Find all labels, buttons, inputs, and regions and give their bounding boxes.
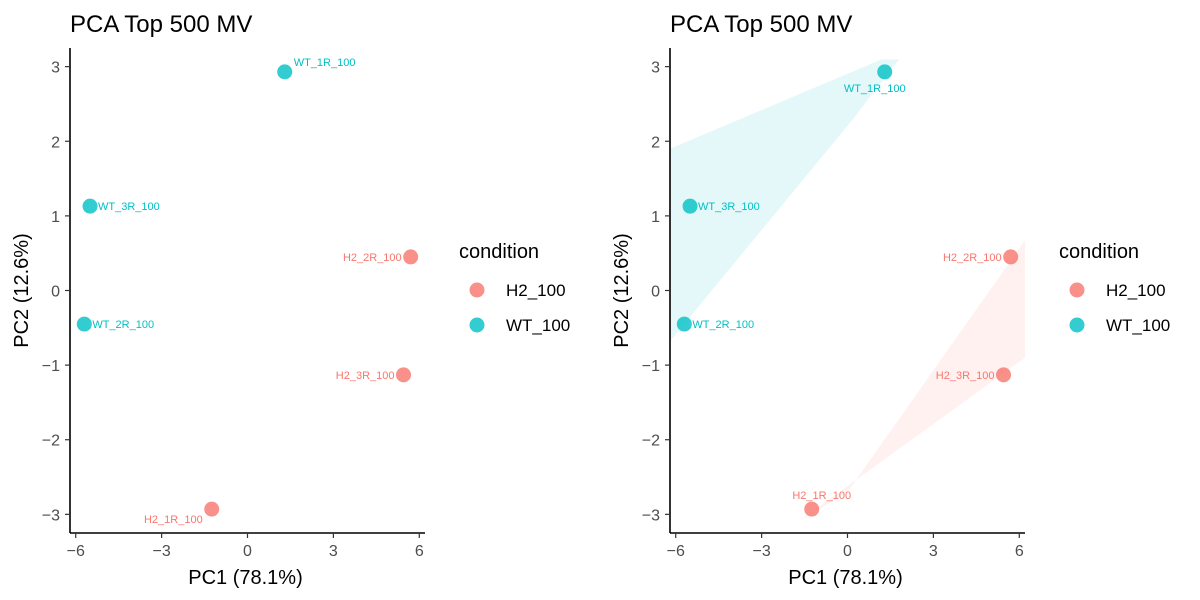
x-tick-label: −3 (752, 543, 770, 560)
y-tick-label: 0 (651, 284, 660, 301)
legend-title: condition (1059, 241, 1139, 263)
legend-key (1069, 317, 1085, 333)
data-point (682, 198, 698, 214)
chart-panel-2: PCA Top 500 MV −6 −3 0 3 6 −3 −2 −1 0 1 2 3 PC1 (78.1… (611, 11, 1170, 589)
y-tick-label: 3 (651, 60, 660, 77)
x-tick-label: 0 (843, 543, 852, 560)
y-tick-label: 0 (51, 284, 60, 301)
data-point (1003, 249, 1019, 265)
x-tick-label: −3 (152, 543, 170, 560)
y-tick-label: 3 (51, 60, 60, 77)
data-point-label: H2_1R_100 (144, 514, 203, 526)
y-tick-label: 2 (651, 134, 660, 151)
data-point-label: H2_3R_100 (936, 370, 995, 382)
legend-key (469, 317, 485, 333)
x-tick-label: −6 (667, 543, 685, 560)
group-region-wt-100 (670, 59, 899, 342)
y-tick-label: 1 (651, 209, 660, 226)
y-tick-label: 1 (51, 209, 60, 226)
data-point-label: WT_1R_100 (844, 83, 906, 95)
y-axis-title: PC2 (12.6%) (11, 233, 33, 348)
data-point (82, 198, 98, 214)
legend: condition H2_100 WT_100 (459, 241, 570, 335)
data-point (676, 316, 692, 332)
data-point-label: H2_1R_100 (792, 490, 851, 502)
legend-label: WT_100 (1106, 316, 1170, 335)
data-point-label: WT_2R_100 (92, 319, 154, 331)
data-point-label: WT_2R_100 (692, 319, 754, 331)
y-tick-label: −1 (642, 358, 660, 375)
data-point (76, 316, 92, 332)
data-point (804, 501, 820, 517)
y-tick-label: −2 (642, 433, 660, 450)
x-axis-title: PC1 (78.1%) (788, 567, 903, 589)
data-point (403, 249, 419, 265)
group-regions (670, 59, 1025, 524)
x-tick-label: 3 (329, 543, 338, 560)
chart-title: PCA Top 500 MV (670, 11, 852, 38)
x-tick-label: 6 (415, 543, 424, 560)
chart-panel-1: PCA Top 500 MV −6 −3 0 3 6 −3 −2 −1 0 1 2 3 PC1 (78.1… (11, 11, 570, 589)
legend-label: WT_100 (506, 316, 570, 335)
legend-label: H2_100 (506, 281, 566, 300)
legend-key (469, 282, 485, 298)
legend-key (1069, 282, 1085, 298)
y-tick-label: 2 (51, 134, 60, 151)
data-point-label: H2_2R_100 (343, 252, 402, 264)
data-point (877, 64, 893, 80)
x-tick-label: −6 (67, 543, 85, 560)
data-point (996, 367, 1012, 383)
data-point-label: WT_3R_100 (698, 201, 760, 213)
legend-title: condition (459, 241, 539, 263)
x-tick-label: 3 (929, 543, 938, 560)
data-point-label: H2_2R_100 (943, 252, 1002, 264)
chart-title: PCA Top 500 MV (70, 11, 252, 38)
legend: condition H2_100 WT_100 (1059, 241, 1170, 335)
y-tick-label: −1 (42, 358, 60, 375)
data-point-label: WT_1R_100 (294, 57, 356, 69)
data-point-label: H2_3R_100 (336, 370, 395, 382)
legend-label: H2_100 (1106, 281, 1166, 300)
data-point-label: WT_3R_100 (98, 201, 160, 213)
x-tick-label: 0 (243, 543, 252, 560)
x-axis-title: PC1 (78.1%) (188, 567, 303, 589)
x-tick-label: 6 (1015, 543, 1024, 560)
y-tick-label: −3 (42, 507, 60, 524)
y-tick-label: −3 (642, 507, 660, 524)
data-point (396, 367, 412, 383)
data-point (204, 501, 220, 517)
group-region-h2-100 (796, 240, 1025, 524)
y-axis-title: PC2 (12.6%) (611, 233, 633, 348)
data-point (277, 64, 293, 80)
y-tick-label: −2 (42, 433, 60, 450)
